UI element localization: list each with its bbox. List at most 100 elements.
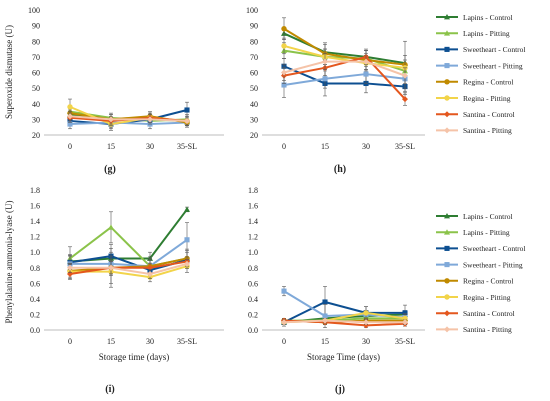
- data-point: [108, 116, 114, 123]
- y-tick-label: 1.0: [248, 248, 258, 257]
- y-tick-label: 1.4: [30, 217, 40, 226]
- data-point: [402, 310, 408, 316]
- series-line: [283, 73, 406, 86]
- x-tick-label: 35-SL: [177, 142, 197, 151]
- y-tick-label: 80: [32, 37, 40, 46]
- y-tick-label: 0.8: [248, 264, 258, 273]
- x-tick-label: 30: [362, 142, 370, 151]
- x-tick-label: 0: [68, 337, 72, 346]
- data-point: [184, 206, 190, 212]
- series-line: [70, 262, 188, 275]
- data-point: [322, 313, 328, 319]
- series-7: [281, 317, 408, 326]
- y-tick-label: 60: [250, 69, 258, 78]
- data-point: [281, 319, 287, 326]
- legend-label: Lapins - Pitting: [463, 29, 510, 38]
- legend-label: Sweetheart - Control: [463, 45, 525, 54]
- y-tick-label: 0.4: [248, 295, 258, 304]
- legend-swatch-marker: [444, 63, 450, 69]
- y-tick-label: 0.6: [30, 279, 40, 288]
- data-point: [67, 121, 73, 127]
- legend-swatch-marker: [444, 310, 450, 317]
- series-line: [283, 44, 406, 69]
- x-tick-label: 15: [107, 337, 115, 346]
- data-point: [281, 82, 287, 88]
- legend-label: Sweetheart - Control: [463, 244, 525, 253]
- data-point: [363, 322, 369, 329]
- data-point: [363, 310, 369, 316]
- series-7: [67, 258, 190, 279]
- panel-letter: (g): [104, 164, 116, 175]
- legend-swatch-marker: [444, 79, 450, 85]
- y-tick-label: 50: [32, 84, 40, 93]
- legend-label: Regina - Control: [463, 277, 513, 286]
- legend-label: Santina - Pitting: [463, 325, 512, 334]
- series-line: [69, 115, 188, 122]
- legend-swatch-marker: [444, 278, 450, 284]
- data-point: [184, 107, 190, 113]
- legend-label: Santina - Pitting: [463, 126, 512, 135]
- series-1: [67, 211, 190, 276]
- series-line: [283, 27, 406, 66]
- x-tick-label: 0: [282, 142, 286, 151]
- series-line: [283, 301, 405, 324]
- y-tick-label: 1.6: [248, 202, 258, 211]
- y-tick-label: 1.6: [30, 202, 40, 211]
- legend-swatch-marker: [444, 46, 450, 52]
- x-axis-label: Storage time (days): [99, 352, 169, 362]
- series-7: [67, 111, 190, 126]
- y-tick-label: 1.0: [30, 248, 40, 257]
- y-tick-label: 20: [250, 131, 258, 140]
- y-tick-label: 0.2: [30, 310, 40, 319]
- y-tick-label: 0.4: [30, 295, 40, 304]
- x-tick-label: 15: [107, 142, 115, 151]
- data-point: [363, 71, 369, 77]
- legend-label: Regina - Pitting: [463, 293, 511, 302]
- y-tick-label: 40: [250, 100, 258, 109]
- x-tick-label: 35-SL: [177, 337, 197, 346]
- x-tick-label: 35-SL: [395, 142, 415, 151]
- legend-swatch-marker: [444, 213, 450, 219]
- data-point: [281, 288, 287, 294]
- data-point: [147, 271, 153, 277]
- data-point: [281, 43, 287, 49]
- x-tick-label: 0: [282, 337, 286, 346]
- y-tick-label: 50: [250, 84, 258, 93]
- series-line: [283, 65, 406, 88]
- series-line: [69, 121, 188, 126]
- x-tick-label: 0: [68, 142, 72, 151]
- y-tick-label: 0.6: [248, 279, 258, 288]
- legend-swatch-marker: [444, 14, 450, 20]
- x-axis-label: Storage Time (days): [307, 352, 380, 362]
- data-point: [402, 96, 408, 103]
- legend-swatch-marker: [444, 95, 450, 101]
- series-line: [283, 60, 406, 77]
- y-tick-label: 90: [250, 22, 258, 31]
- y-axis-label: Phenylalanine ammonia-lyase (U): [4, 201, 14, 324]
- series-line: [70, 238, 188, 268]
- data-point: [184, 117, 190, 124]
- data-point: [281, 26, 287, 32]
- data-point: [322, 299, 328, 305]
- data-point: [322, 58, 328, 65]
- y-tick-label: 30: [32, 115, 40, 124]
- y-tick-label: 0.2: [248, 310, 258, 319]
- series-line: [283, 32, 406, 65]
- legend-swatch-marker: [444, 245, 450, 251]
- y-tick-label: 100: [28, 6, 40, 15]
- legend-swatch-marker: [444, 229, 450, 235]
- data-point: [281, 69, 287, 76]
- series-7: [281, 53, 408, 84]
- legend-swatch-marker: [444, 262, 450, 268]
- x-tick-label: 30: [146, 337, 154, 346]
- data-point: [322, 76, 328, 82]
- legend-label: Sweetheart - Pitting: [463, 260, 523, 269]
- legend-swatch-marker: [444, 30, 450, 36]
- y-tick-label: 40: [32, 100, 40, 109]
- x-tick-label: 30: [362, 337, 370, 346]
- y-tick-label: 1.2: [248, 233, 258, 242]
- data-point: [67, 113, 73, 120]
- data-point: [67, 104, 73, 110]
- y-tick-label: 70: [32, 53, 40, 62]
